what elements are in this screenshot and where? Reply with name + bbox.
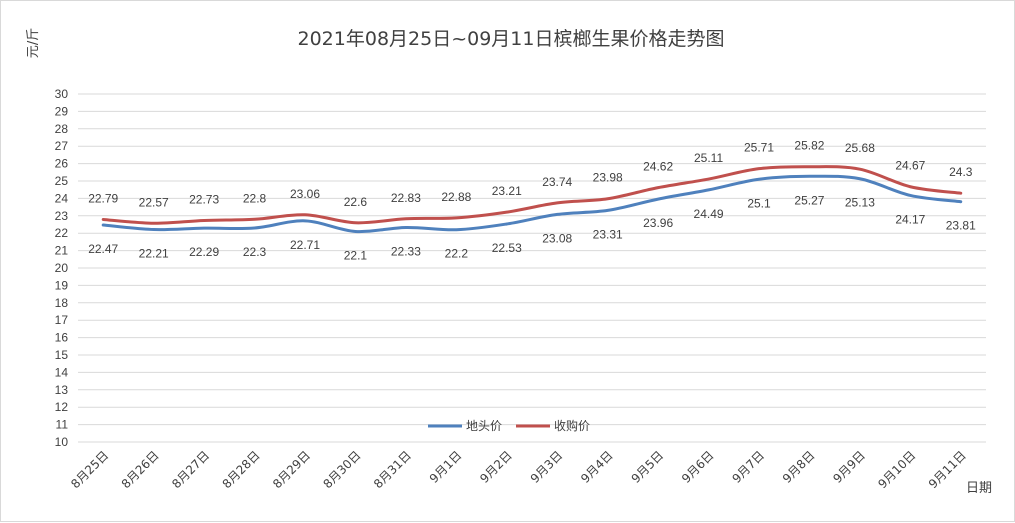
y-tick-label: 18 [55,296,69,310]
data-label: 22.47 [88,242,118,256]
data-label: 25.1 [747,196,771,210]
x-tick-label: 8月31日 [371,448,414,491]
x-axis-label: 日期 [966,481,992,496]
y-tick-label: 29 [55,104,69,118]
data-label: 23.74 [542,175,572,189]
y-tick-label: 14 [55,365,69,379]
y-tick-label: 13 [55,383,69,397]
x-tick-label: 9月1日 [427,448,465,486]
y-tick-label: 11 [56,418,69,432]
x-tick-label: 8月26日 [119,448,162,491]
data-label: 24.62 [643,160,673,174]
y-axis-label: 元/斤 [26,28,41,58]
data-label: 22.88 [441,190,471,204]
chart-title: 2021年08月25日~09月11日槟榔生果价格走势图 [298,28,725,50]
data-label: 24.49 [694,207,724,221]
x-tick-label: 9月2日 [477,448,515,486]
data-label: 22.2 [445,247,469,261]
x-tick-label: 9月10日 [875,448,918,491]
data-label: 25.11 [694,151,723,165]
x-tick-label: 9月11日 [926,448,969,491]
y-tick-label: 17 [55,313,69,327]
x-tick-label: 9月7日 [729,448,767,486]
data-label: 25.71 [744,141,774,155]
y-tick-label: 27 [55,139,69,153]
data-label: 22.53 [492,241,522,255]
data-label: 24.67 [895,159,925,173]
x-tick-label: 9月5日 [629,448,667,486]
y-tick-label: 19 [55,278,69,292]
y-tick-labels: 10 11 12 13 14 15 16 17 18 19 20 21 22 23 24 25 26 27 28 29… [55,87,69,449]
y-tick-label: 23 [55,209,69,223]
x-tick-label: 9月4日 [578,448,616,486]
data-label: 22.33 [391,244,421,258]
y-tick-label: 12 [55,400,69,414]
y-tick-label: 24 [55,191,69,205]
grid-lines [78,93,986,443]
y-tick-label: 21 [55,244,69,258]
series-line-1 [101,174,963,234]
data-labels: 22.47 22.21 22.29 22.3 22.71 22.1 22.33 22.2 22.… [88,139,976,263]
series-line-2 [101,165,963,225]
x-tick-labels: 8月25日 8月26日 8月27日 8月28日 8月29日 8月30日 8月31日 9月1日 9… [68,448,969,491]
legend-label: 收购价 [554,418,590,433]
data-label: 22.57 [139,195,169,209]
x-tick-label: 9月6日 [679,448,717,486]
x-tick-label: 9月3日 [528,448,566,486]
x-tick-label: 9月9日 [830,448,868,486]
data-label: 22.71 [290,238,320,252]
data-label: 23.81 [946,219,976,233]
x-tick-label: 8月28日 [220,448,263,491]
data-label: 22.3 [243,245,267,259]
y-tick-label: 16 [55,331,69,345]
data-label: 22.79 [88,191,118,205]
y-tick-label: 20 [55,261,69,275]
data-label: 22.1 [344,248,368,262]
y-tick-label: 25 [55,174,69,188]
data-label: 23.96 [643,216,673,230]
y-tick-label: 22 [55,226,69,240]
data-label: 25.82 [794,139,824,153]
y-tick-label: 26 [55,157,69,171]
data-label: 22.83 [391,191,421,205]
data-label: 24.3 [949,165,973,179]
data-label: 22.6 [344,195,368,209]
data-label: 23.06 [290,187,320,201]
x-tick-label: 9月8日 [780,448,818,486]
y-tick-label: 10 [55,435,69,449]
x-tick-label: 8月25日 [68,448,111,491]
data-label: 25.68 [845,141,875,155]
y-tick-label: 15 [55,348,69,362]
data-label: 23.98 [593,171,623,185]
x-tick-label: 8月29日 [270,448,313,491]
series-lines [101,165,963,234]
data-label: 23.31 [593,227,623,241]
y-tick-label: 30 [55,87,69,101]
data-label: 23.08 [542,231,572,245]
x-tick-label: 8月27日 [169,448,212,491]
data-label: 25.27 [794,193,824,207]
data-label: 23.21 [492,184,522,198]
y-tick-label: 28 [55,122,69,136]
data-label: 22.21 [139,247,169,261]
data-label: 22.29 [189,245,219,259]
legend-label: 地头价 [466,419,502,433]
data-label: 22.73 [189,192,219,206]
legend: 地头价 收购价 [428,418,590,433]
data-label: 24.17 [895,212,925,226]
x-tick-label: 8月30日 [320,448,363,491]
data-label: 22.8 [243,191,267,205]
data-label: 25.13 [845,196,875,210]
